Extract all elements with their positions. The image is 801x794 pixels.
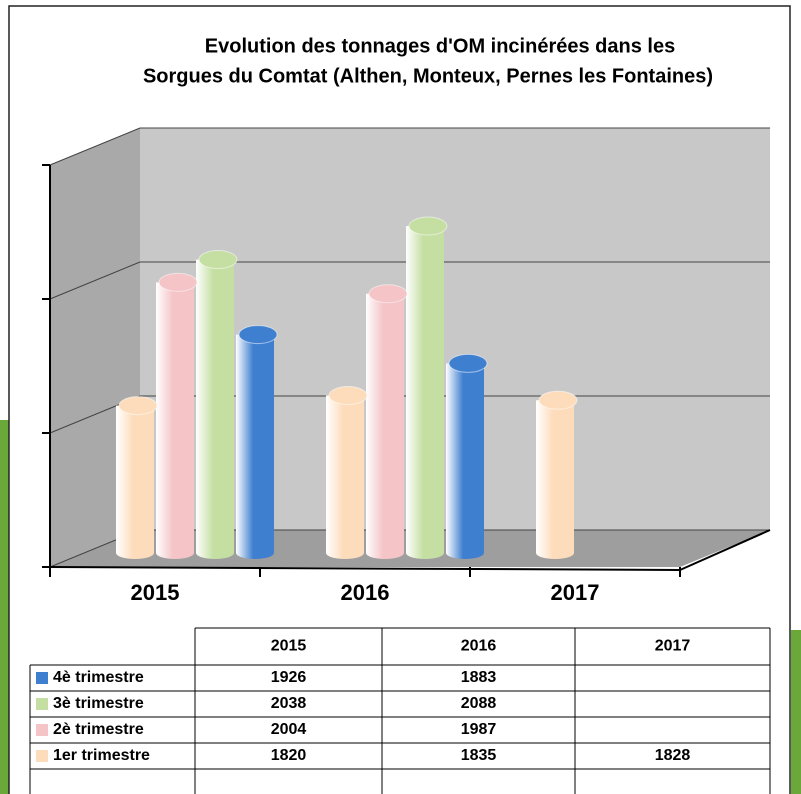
bar [366, 293, 404, 553]
chart-title: Evolution des tonnages d'OM incinérées d… [205, 35, 675, 57]
cylinder-top [158, 272, 198, 292]
table-value: 2004 [271, 721, 307, 738]
cylinder-top [328, 386, 368, 406]
legend-label: 1er trimestre [53, 747, 150, 764]
table-value: 1828 [655, 747, 691, 764]
table-value: 1820 [271, 747, 307, 764]
cylinder-top [448, 353, 488, 373]
legend-swatch [36, 750, 48, 762]
bar [116, 405, 154, 553]
legend-label: 2è trimestre [53, 721, 144, 738]
cylinder-top [368, 284, 408, 304]
grid-line [49, 127, 141, 166]
cylinder-top [238, 325, 278, 345]
table-value: 1883 [461, 669, 497, 686]
cylinder-top [538, 390, 578, 410]
table-header: 2017 [655, 638, 691, 655]
x-tick-label: 2017 [551, 580, 600, 605]
table-header: 2015 [271, 638, 307, 655]
floor-edge [679, 529, 771, 571]
table-value: 2038 [271, 695, 307, 712]
legend-swatch [36, 672, 48, 684]
table-value: 1926 [271, 669, 307, 686]
table-value: 1987 [461, 721, 497, 738]
legend-label: 3è trimestre [53, 695, 144, 712]
side-decoration [0, 420, 10, 794]
grid-line [49, 261, 141, 300]
table-header: 2016 [461, 638, 497, 655]
x-tick-label: 2015 [131, 580, 180, 605]
legend-swatch [36, 724, 48, 736]
table-value: 1835 [461, 747, 497, 764]
cylinder-top [408, 216, 448, 236]
bar [236, 334, 274, 553]
x-tick-label: 2016 [341, 580, 390, 605]
bar [446, 363, 484, 553]
x-axis [49, 566, 681, 571]
chart-title: Sorgues du Comtat (Althen, Monteux, Pern… [143, 65, 713, 87]
bar [196, 259, 234, 553]
bar [326, 395, 364, 553]
legend-label: 4è trimestre [53, 669, 144, 686]
cylinder-top [198, 250, 238, 270]
side-decoration [791, 630, 801, 794]
table-value: 2088 [461, 695, 497, 712]
bar [406, 226, 444, 554]
bar [156, 282, 194, 553]
bar [536, 400, 574, 553]
cylinder-top [118, 396, 158, 416]
legend-swatch [36, 698, 48, 710]
